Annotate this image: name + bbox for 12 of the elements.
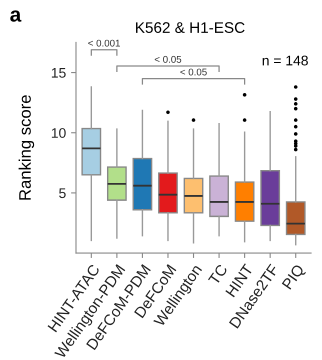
annotation: < 0.05 [154,56,182,63]
annotation: < 0.001 [88,40,120,47]
x-tick-label: TC [208,264,228,286]
annotation: n = 148 [262,56,308,66]
annotation: < 0.05 [180,68,207,76]
y-axis-title: Ranking score [18,95,34,200]
text: a [10,10,22,22]
chart-title: K562 & H1-ESC [136,22,245,33]
x-tick-label: PIQ [282,264,307,292]
y-tick-label: 15 [52,68,66,78]
y-tick-label: 10 [52,128,66,138]
y-tick-label: 5 [59,188,66,198]
